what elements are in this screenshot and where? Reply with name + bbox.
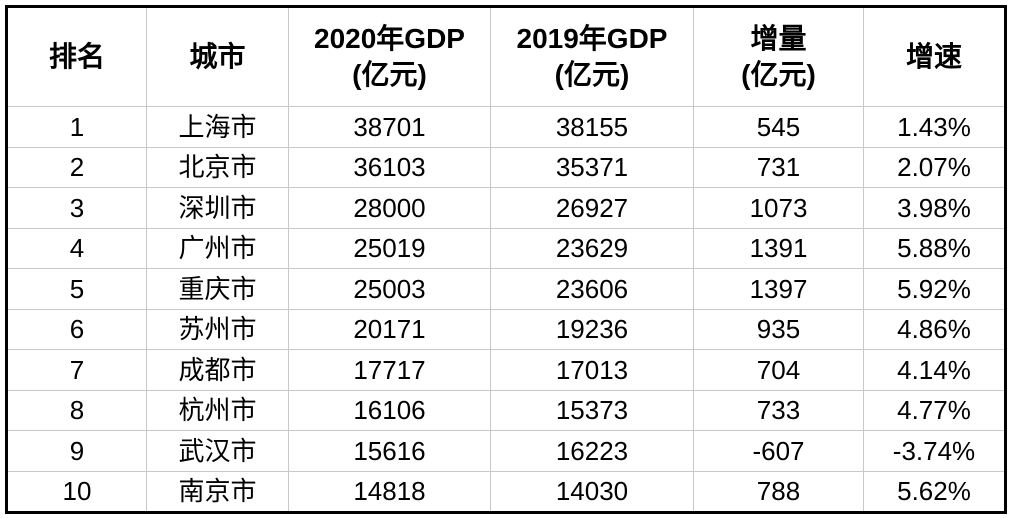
table-row: 3 深圳市 28000 26927 1073 3.98% bbox=[6, 187, 1006, 229]
header-cell: 2019年GDP (亿元) bbox=[490, 6, 694, 107]
header-text: (亿元) bbox=[554, 59, 630, 90]
table-cell: 3 bbox=[6, 187, 147, 229]
table-cell: -3.74% bbox=[863, 430, 1006, 472]
table-cell: 16106 bbox=[288, 389, 491, 431]
table-cell: 1 bbox=[6, 106, 147, 148]
table-cell: 2.07% bbox=[863, 146, 1006, 188]
table-cell: 7 bbox=[6, 349, 147, 391]
table-cell: 733 bbox=[693, 389, 864, 431]
table-cell: 1397 bbox=[693, 268, 864, 310]
table-cell: 广州市 bbox=[146, 227, 289, 269]
header-cell: 2020年GDP (亿元) bbox=[288, 6, 491, 107]
table-cell: 38155 bbox=[490, 106, 694, 148]
table-cell: 深圳市 bbox=[146, 187, 289, 229]
table-cell: 28000 bbox=[288, 187, 491, 229]
table-cell: 1391 bbox=[693, 227, 864, 269]
table-cell: 5.92% bbox=[863, 268, 1006, 310]
table-cell: 935 bbox=[693, 308, 864, 350]
table-cell: 20171 bbox=[288, 308, 491, 350]
table-cell: 5 bbox=[6, 268, 147, 310]
table-cell: 1.43% bbox=[863, 106, 1006, 148]
header-cell: 排名 bbox=[6, 6, 147, 107]
table-cell: 5.88% bbox=[863, 227, 1006, 269]
header-text: 增量 bbox=[750, 23, 807, 54]
table-cell: 2 bbox=[6, 146, 147, 188]
table-cell: -607 bbox=[693, 430, 864, 472]
table-cell: 武汉市 bbox=[146, 430, 289, 472]
table-cell: 4.86% bbox=[863, 308, 1006, 350]
table-cell: 8 bbox=[6, 389, 147, 431]
table-row: 9 武汉市 15616 16223 -607 -3.74% bbox=[6, 430, 1006, 472]
table-cell: 杭州市 bbox=[146, 389, 289, 431]
table-cell: 10 bbox=[6, 470, 147, 513]
table-row: 10 南京市 14818 14030 788 5.62% bbox=[6, 470, 1006, 513]
table-cell: 1073 bbox=[693, 187, 864, 229]
table-row: 4 广州市 25019 23629 1391 5.88% bbox=[6, 227, 1006, 269]
table-cell: 6 bbox=[6, 308, 147, 350]
table-cell: 545 bbox=[693, 106, 864, 148]
table-cell: 14818 bbox=[288, 470, 491, 513]
table-row: 1 上海市 38701 38155 545 1.43% bbox=[6, 106, 1006, 148]
table-row: 8 杭州市 16106 15373 733 4.77% bbox=[6, 389, 1006, 431]
header-text: 排名 bbox=[48, 41, 105, 72]
table-cell: 上海市 bbox=[146, 106, 289, 148]
table-cell: 17013 bbox=[490, 349, 694, 391]
header-row: 排名 城市 2020年GDP (亿元) 2019年GDP (亿元) 增量 (亿元) 增速 bbox=[6, 6, 1006, 107]
table-cell: 23606 bbox=[490, 268, 694, 310]
header-cell: 增量 (亿元) bbox=[693, 6, 864, 107]
table-row: 6 苏州市 20171 19236 935 4.86% bbox=[6, 308, 1006, 350]
gdp-table: 排名 城市 2020年GDP (亿元) 2019年GDP (亿元) 增量 (亿元) 增速 1 上海… bbox=[5, 5, 1007, 514]
table-cell: 重庆市 bbox=[146, 268, 289, 310]
table-cell: 15373 bbox=[490, 389, 694, 431]
table-cell: 4.14% bbox=[863, 349, 1006, 391]
header-text: (亿元) bbox=[741, 59, 816, 90]
table-row: 2 北京市 36103 35371 731 2.07% bbox=[6, 146, 1006, 188]
table-cell: 16223 bbox=[490, 430, 694, 472]
table-cell: 36103 bbox=[288, 146, 491, 188]
table-cell: 15616 bbox=[288, 430, 491, 472]
table-cell: 788 bbox=[693, 470, 864, 513]
table-cell: 3.98% bbox=[863, 187, 1006, 229]
header-cell: 城市 bbox=[146, 6, 289, 107]
table-body: 1 上海市 38701 38155 545 1.43% 2 北京市 36103 35371 731 2… bbox=[6, 106, 1006, 513]
table-cell: 苏州市 bbox=[146, 308, 289, 350]
table-cell: 19236 bbox=[490, 308, 694, 350]
table-cell: 38701 bbox=[288, 106, 491, 148]
header-text: 2019年GDP bbox=[516, 23, 668, 54]
table-cell: 5.62% bbox=[863, 470, 1006, 513]
header-text: 城市 bbox=[189, 41, 246, 72]
table-cell: 4.77% bbox=[863, 389, 1006, 431]
table-cell: 4 bbox=[6, 227, 147, 269]
header-cell: 增速 bbox=[863, 6, 1006, 107]
header-text: (亿元) bbox=[352, 59, 427, 90]
table-cell: 成都市 bbox=[146, 349, 289, 391]
table-cell: 9 bbox=[6, 430, 147, 472]
table-cell: 23629 bbox=[490, 227, 694, 269]
table-cell: 731 bbox=[693, 146, 864, 188]
header-text: 增速 bbox=[905, 41, 962, 72]
table-cell: 704 bbox=[693, 349, 864, 391]
table-cell: 25019 bbox=[288, 227, 491, 269]
table-row: 5 重庆市 25003 23606 1397 5.92% bbox=[6, 268, 1006, 310]
header-text: 2020年GDP bbox=[314, 23, 465, 54]
table-cell: 35371 bbox=[490, 146, 694, 188]
table-cell: 25003 bbox=[288, 268, 491, 310]
table-cell: 17717 bbox=[288, 349, 491, 391]
table-cell: 14030 bbox=[490, 470, 694, 513]
table-cell: 北京市 bbox=[146, 146, 289, 188]
table-cell: 南京市 bbox=[146, 470, 289, 513]
table-row: 7 成都市 17717 17013 704 4.14% bbox=[6, 349, 1006, 391]
table-cell: 26927 bbox=[490, 187, 694, 229]
